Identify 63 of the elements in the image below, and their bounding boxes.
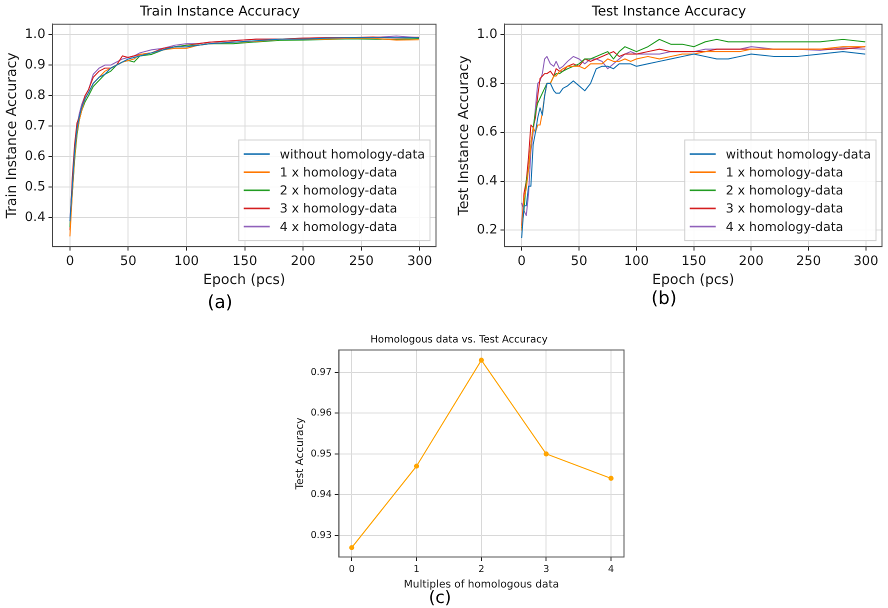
y-tick-label: 0.6 (24, 148, 46, 164)
y-tick-label: 0.5 (24, 179, 46, 194)
y-tick-label: 0.4 (476, 174, 498, 189)
legend-label: without homology-data (280, 146, 426, 162)
y-tick-label: 1.0 (476, 26, 498, 42)
y-tick-label: 0.8 (476, 76, 498, 91)
x-axis-title: Multiples of homologous data (404, 578, 559, 590)
x-tick-label: 50 (570, 254, 588, 269)
chart-title: Train Instance Accuracy (138, 4, 300, 20)
chart-title: Homologous data vs. Test Accuracy (370, 334, 548, 346)
y-axis-title: Test Accuracy (294, 418, 306, 490)
x-axis-title: Epoch (pcs) (652, 272, 734, 288)
y-tick-label: 1.0 (24, 26, 46, 42)
text: (b) (650, 288, 678, 309)
legend-label: 2 x homology-data (726, 182, 844, 198)
text: (c) (428, 588, 452, 608)
y-axis-title: Test Instance Accuracy (456, 55, 472, 216)
y-axis-title: Train Instance Accuracy (4, 52, 20, 220)
x-tick-label: 100 (624, 254, 649, 269)
x-tick-label: 200 (738, 254, 764, 269)
x-tick-label: 200 (290, 254, 316, 269)
y-tick-label: 0.2 (476, 222, 498, 238)
legend-label: 4 x homology-data (726, 218, 844, 234)
chart-title: Test Instance Accuracy (590, 4, 746, 20)
legend-label: 1 x homology-data (726, 164, 844, 180)
y-tick-label: 0.93 (310, 530, 332, 541)
point (544, 451, 549, 456)
x-tick-label: 0 (518, 254, 526, 269)
point (349, 545, 354, 550)
point (608, 476, 614, 481)
x-tick-label: 2 (478, 564, 484, 576)
x-tick-label: 0 (66, 254, 74, 269)
y-tick-label: 0.7 (24, 118, 46, 134)
y-tick-label: 0.8 (24, 88, 46, 103)
legend-label: 2 x homology-data (280, 182, 398, 198)
x-tick-label: 150 (232, 254, 258, 269)
x-tick-label: 1 (414, 564, 420, 576)
point (414, 464, 420, 469)
x-tick-label: 3 (543, 564, 550, 576)
y-tick-label: 0.6 (476, 124, 498, 140)
y-tick-label: 0.97 (310, 366, 332, 378)
legend-label: 4 x homology-data (280, 218, 398, 234)
x-tick-label: 300 (854, 254, 878, 269)
text: (a) (206, 292, 234, 313)
x-tick-label: 0 (348, 564, 355, 576)
y-tick-label: 0.95 (310, 448, 332, 460)
x-tick-label: 250 (348, 254, 374, 269)
legend-label: 3 x homology-data (280, 200, 398, 216)
y-tick-label: 0.4 (24, 210, 46, 225)
legend-label: 1 x homology-data (280, 164, 398, 180)
x-tick-label: 300 (407, 254, 432, 269)
x-tick-label: 100 (174, 254, 199, 269)
x-tick-label: 150 (681, 254, 706, 269)
x-tick-label: 50 (120, 254, 137, 269)
y-tick-label: 0.9 (24, 57, 46, 72)
legend-label: without homology-data (726, 146, 872, 162)
legend-label: 3 x homology-data (726, 200, 844, 216)
point (478, 358, 484, 363)
x-tick-label: 4 (608, 564, 614, 576)
x-tick-label: 250 (796, 254, 821, 269)
y-tick-label: 0.94 (310, 489, 332, 500)
x-axis-title: Epoch (pcs) (203, 272, 286, 288)
y-tick-label: 0.96 (310, 408, 332, 419)
